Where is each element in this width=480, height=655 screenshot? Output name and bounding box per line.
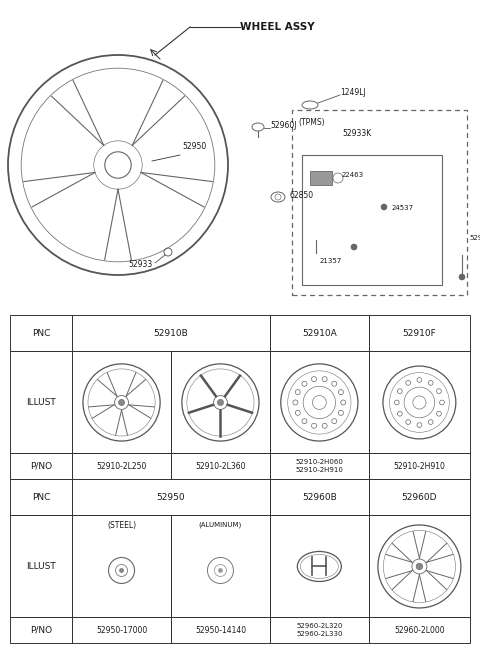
- Bar: [171, 352, 270, 453]
- Circle shape: [459, 274, 465, 280]
- Bar: [171, 618, 270, 643]
- Text: 62850: 62850: [290, 191, 314, 200]
- Text: 52910-2L250: 52910-2L250: [96, 462, 147, 471]
- Bar: [369, 515, 470, 618]
- Text: 21357: 21357: [320, 258, 342, 264]
- Text: 52910-2H910: 52910-2H910: [394, 462, 445, 471]
- Bar: [310, 171, 332, 185]
- Text: 52910A: 52910A: [302, 329, 337, 338]
- Text: PNC: PNC: [32, 329, 50, 338]
- Text: 22463: 22463: [342, 172, 364, 178]
- Circle shape: [381, 204, 387, 210]
- Bar: [72, 315, 270, 352]
- Text: 52910B: 52910B: [154, 329, 188, 338]
- Text: (ALUMINUM): (ALUMINUM): [199, 521, 242, 528]
- Bar: [369, 315, 470, 352]
- Text: 52950: 52950: [182, 142, 206, 151]
- Text: 52933K: 52933K: [342, 129, 371, 138]
- Text: 1249LJ: 1249LJ: [340, 88, 366, 97]
- Circle shape: [416, 563, 423, 570]
- Bar: [72, 515, 171, 618]
- Text: 52960B: 52960B: [302, 493, 337, 502]
- Bar: [369, 352, 470, 453]
- Bar: [72, 352, 171, 453]
- Text: 52960J: 52960J: [270, 121, 297, 130]
- Circle shape: [217, 400, 224, 405]
- Text: 52950-14140: 52950-14140: [195, 626, 246, 635]
- Text: 52960D: 52960D: [402, 493, 437, 502]
- Text: ILLUST: ILLUST: [26, 398, 56, 407]
- Text: 52933: 52933: [128, 260, 152, 269]
- Bar: [72, 618, 171, 643]
- Bar: [369, 453, 470, 479]
- Bar: [10, 315, 72, 352]
- Text: 52950: 52950: [156, 493, 185, 502]
- Bar: [302, 155, 442, 285]
- Bar: [10, 479, 72, 515]
- Text: PNC: PNC: [32, 493, 50, 502]
- Circle shape: [351, 244, 357, 250]
- Text: ILLUST: ILLUST: [26, 562, 56, 571]
- Bar: [270, 352, 369, 453]
- Text: 52960-2L000: 52960-2L000: [394, 626, 444, 635]
- Text: 52910F: 52910F: [403, 329, 436, 338]
- Bar: [171, 515, 270, 618]
- Bar: [72, 479, 270, 515]
- Text: (TPMS): (TPMS): [298, 118, 324, 127]
- Circle shape: [120, 569, 123, 572]
- Text: P/NO: P/NO: [30, 462, 52, 471]
- Text: (STEEL): (STEEL): [107, 521, 136, 531]
- Text: 52934: 52934: [469, 235, 480, 241]
- Circle shape: [218, 569, 222, 572]
- Bar: [10, 618, 72, 643]
- Bar: [369, 618, 470, 643]
- Bar: [369, 479, 470, 515]
- Bar: [270, 515, 369, 618]
- Bar: [10, 453, 72, 479]
- Bar: [10, 515, 72, 618]
- Bar: [270, 315, 369, 352]
- Bar: [72, 453, 171, 479]
- Bar: [270, 479, 369, 515]
- Text: 24537: 24537: [392, 205, 414, 211]
- Text: 52910-2H060
52910-2H910: 52910-2H060 52910-2H910: [295, 460, 343, 473]
- Bar: [10, 352, 72, 453]
- Bar: [270, 453, 369, 479]
- Text: WHEEL ASSY: WHEEL ASSY: [240, 22, 314, 32]
- Text: 52910-2L360: 52910-2L360: [195, 462, 246, 471]
- Text: 52950-17000: 52950-17000: [96, 626, 147, 635]
- Bar: [292, 110, 467, 295]
- Text: P/NO: P/NO: [30, 626, 52, 635]
- Text: 52960-2L320
52960-2L330: 52960-2L320 52960-2L330: [296, 624, 343, 637]
- Circle shape: [119, 400, 125, 405]
- Bar: [270, 618, 369, 643]
- Bar: [171, 453, 270, 479]
